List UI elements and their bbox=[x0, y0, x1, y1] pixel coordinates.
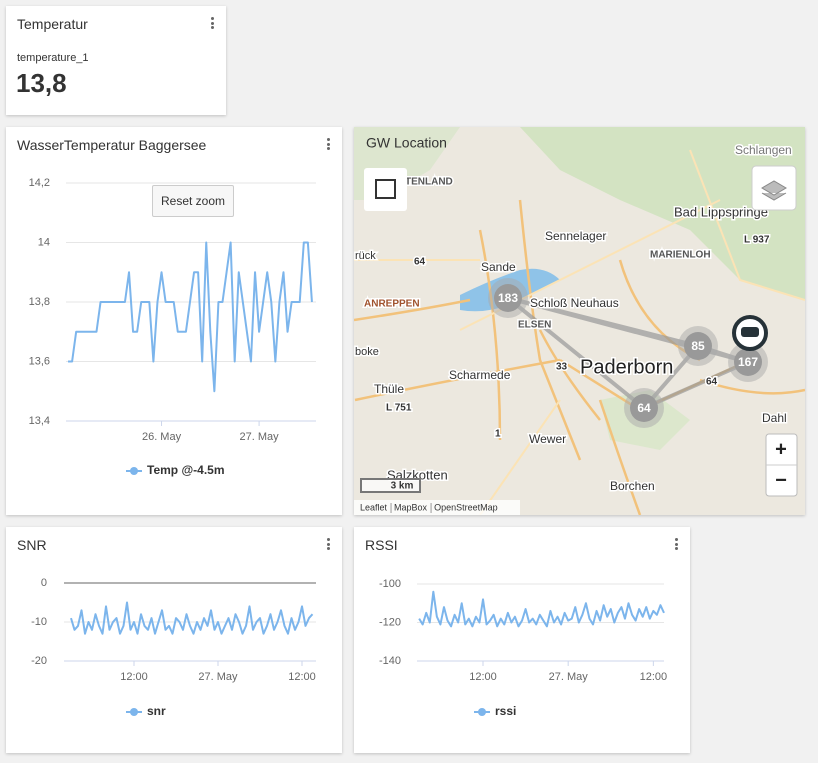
calendar-button[interactable] bbox=[364, 168, 407, 211]
widget-menu[interactable] bbox=[675, 538, 678, 552]
widget-menu[interactable] bbox=[327, 138, 330, 152]
map-label: Scharmede bbox=[449, 368, 511, 382]
temperature-widget: Temperatur temperature_1 13,8 bbox=[6, 6, 226, 115]
map-label: Paderborn bbox=[580, 356, 673, 378]
map-label: Thüle bbox=[374, 382, 404, 396]
widget-title: Temperatur bbox=[17, 16, 88, 32]
x-tick-label: 12:00 bbox=[288, 671, 316, 683]
cluster-count: 183 bbox=[498, 291, 518, 305]
y-tick-label: 0 bbox=[41, 577, 47, 589]
map-label: L 937 bbox=[744, 235, 770, 246]
scale-label: 3 km bbox=[391, 481, 414, 492]
attribution-link[interactable]: MapBox bbox=[394, 502, 428, 512]
widget-value: 13,8 bbox=[16, 68, 67, 98]
gateway-icon bbox=[741, 327, 759, 337]
map-label: Schlangen bbox=[735, 143, 792, 157]
widget-menu[interactable] bbox=[327, 538, 330, 552]
map-label: MARIENLOH bbox=[650, 250, 711, 261]
map-label: 1 bbox=[495, 429, 501, 440]
rssi-chart-card: RSSI bbox=[354, 527, 690, 753]
legend-label[interactable]: rssi bbox=[495, 704, 516, 718]
attribution-link[interactable]: OpenStreetMap bbox=[434, 502, 498, 512]
chart-title: WasserTemperatur Baggersee bbox=[17, 137, 207, 153]
y-tick-label: -20 bbox=[31, 655, 47, 667]
series-line bbox=[68, 241, 313, 393]
map-title: GW Location bbox=[366, 135, 447, 151]
y-tick-label: 14,2 bbox=[29, 177, 50, 189]
map-label: L 751 bbox=[386, 403, 412, 414]
attribution-bar bbox=[354, 500, 520, 515]
cluster-count: 64 bbox=[637, 401, 651, 415]
map-label: ANREPPEN bbox=[364, 299, 420, 310]
cluster[interactable] bbox=[630, 394, 658, 422]
x-tick-label: 27. May bbox=[549, 671, 589, 683]
map-label: Borchen bbox=[610, 479, 655, 493]
chart-title: SNR bbox=[17, 537, 47, 553]
cluster-count: 85 bbox=[691, 339, 705, 353]
y-tick-label: -100 bbox=[379, 578, 401, 590]
legend-marker bbox=[130, 708, 138, 716]
map-label: rück bbox=[355, 250, 376, 262]
calendar-icon bbox=[375, 179, 396, 199]
map-label: Wewer bbox=[529, 432, 566, 446]
roads bbox=[354, 149, 805, 515]
cluster[interactable] bbox=[684, 332, 712, 360]
attribution-link[interactable]: Leaflet bbox=[360, 502, 388, 512]
y-tick-label: -120 bbox=[379, 616, 401, 628]
x-tick-label: 26. May bbox=[142, 431, 182, 443]
legend-label[interactable]: Temp @-4.5m bbox=[147, 463, 225, 477]
map-label: 64 bbox=[706, 377, 718, 388]
legend-marker bbox=[478, 708, 486, 716]
x-tick-label: 12:00 bbox=[640, 671, 668, 683]
map-label: 33 bbox=[556, 362, 568, 373]
widget-menu[interactable] bbox=[211, 17, 214, 31]
map-label: 64 bbox=[414, 257, 426, 268]
map-label: TENLAND bbox=[405, 177, 453, 188]
zoom-out[interactable]: − bbox=[775, 469, 787, 491]
chart-title: RSSI bbox=[365, 537, 398, 553]
x-tick-label: 27. May bbox=[198, 671, 238, 683]
y-tick-label: 13,4 bbox=[29, 415, 50, 427]
series-line bbox=[70, 601, 314, 635]
widget-label: temperature_1 bbox=[17, 52, 89, 64]
x-tick-label: 12:00 bbox=[120, 671, 148, 683]
legend-label[interactable]: snr bbox=[147, 704, 166, 718]
map-label: Sennelager bbox=[545, 229, 606, 243]
y-tick-label: -10 bbox=[31, 616, 47, 628]
layers-icon bbox=[761, 180, 787, 201]
map[interactable]: Schlangen Bad Lippspringe L 937 Sennelager M… bbox=[354, 127, 805, 515]
y-tick-label: 14 bbox=[38, 236, 50, 248]
cluster[interactable] bbox=[734, 348, 762, 376]
y-tick-label: 13,6 bbox=[29, 355, 50, 367]
cluster-count: 167 bbox=[738, 355, 758, 369]
map-label: Bad Lippspringe bbox=[674, 204, 768, 219]
y-tick-label: 13,8 bbox=[29, 296, 50, 308]
map-label: Sande bbox=[481, 260, 516, 274]
cluster[interactable] bbox=[494, 284, 522, 312]
reset-zoom-button[interactable]: Reset zoom bbox=[152, 185, 234, 217]
series-line bbox=[418, 590, 665, 628]
scale-bar bbox=[360, 478, 421, 493]
map-label: ELSEN bbox=[518, 320, 551, 331]
snr-chart-card: SNR bbox=[6, 527, 342, 753]
forest bbox=[520, 127, 805, 300]
y-tick-label: -140 bbox=[379, 655, 401, 667]
map-label: Dahl bbox=[762, 411, 787, 425]
map-label: Schloß Neuhaus bbox=[530, 296, 619, 310]
zoom-in[interactable]: + bbox=[775, 438, 787, 460]
x-tick-label: 12:00 bbox=[469, 671, 497, 683]
map-label: boke bbox=[355, 346, 379, 358]
x-tick-label: 27. May bbox=[240, 431, 280, 443]
legend-marker bbox=[130, 467, 138, 475]
